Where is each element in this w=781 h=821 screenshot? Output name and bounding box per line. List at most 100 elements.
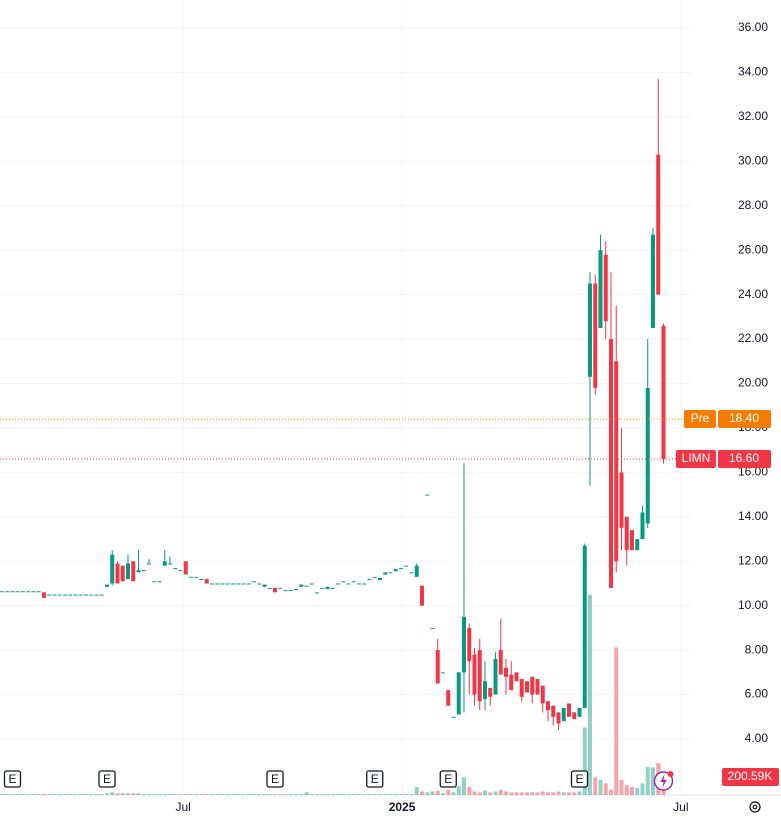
volume-bar: [104, 793, 109, 795]
candle-body: [314, 592, 319, 594]
y-tick-label: 12.00: [738, 553, 768, 567]
volume-bar: [299, 794, 304, 795]
candle-body: [645, 387, 650, 524]
gear-center[interactable]: [752, 804, 758, 810]
volume-bar: [288, 794, 293, 795]
y-tick-label: 16.00: [738, 465, 768, 479]
candle-body: [577, 707, 582, 717]
y-tick-label: 8.00: [745, 642, 769, 656]
volume-bar: [619, 779, 624, 795]
y-tick-label: 28.00: [738, 198, 768, 212]
volume-bar: [47, 794, 52, 795]
volume-bar: [598, 779, 603, 795]
event-label: E: [8, 772, 16, 786]
volume-bar: [157, 794, 162, 795]
gear-icon[interactable]: [749, 801, 761, 813]
y-tick-label: 32.00: [738, 109, 768, 123]
price-name: Pre: [691, 411, 710, 425]
flash-bolt: [660, 774, 667, 788]
candle-body: [73, 594, 78, 596]
volume-bar: [404, 794, 409, 795]
candle-body: [115, 563, 120, 584]
candle-body: [556, 712, 561, 724]
volume-bar: [393, 794, 398, 795]
flash-dot: [667, 771, 674, 777]
event-label: E: [271, 772, 279, 786]
candle-body: [99, 594, 104, 596]
candle-body: [635, 539, 640, 551]
volume-bar: [20, 794, 25, 795]
candle-body: [561, 707, 566, 722]
candle-body: [629, 530, 634, 551]
candle-body: [545, 701, 550, 711]
candle-body: [230, 583, 235, 585]
candle-body: [393, 569, 398, 572]
candle-body: [26, 591, 31, 593]
candle-body: [89, 594, 94, 596]
candle-body: [587, 283, 592, 377]
event-marker: [266, 770, 284, 788]
candle-body: [0, 591, 4, 593]
volume-bar: [587, 595, 592, 795]
candle-body: [288, 590, 293, 592]
volume-bar: [110, 792, 115, 795]
volume-bar: [566, 792, 571, 795]
volume-bar: [414, 787, 419, 795]
volume-bar: [26, 794, 31, 795]
volume-bar: [551, 792, 556, 795]
grid: [0, 0, 690, 795]
volume-bar: [89, 794, 94, 795]
candle-body: [608, 339, 613, 588]
candle-body: [614, 361, 619, 562]
candle-body: [267, 587, 272, 589]
volume-bar: [225, 794, 230, 795]
candle-body: [125, 563, 130, 580]
volume-bar: [593, 777, 598, 795]
volume-bar: [94, 794, 99, 795]
volume-bar: [73, 794, 78, 795]
volume-bar: [388, 794, 393, 795]
volume-bar: [209, 794, 214, 795]
volume-bar: [162, 794, 167, 795]
price-name: LIMN: [682, 451, 711, 465]
event-marker: [570, 770, 589, 788]
candle-body: [398, 567, 403, 569]
candle-body: [351, 581, 356, 583]
candle-body: [446, 690, 451, 706]
x-tick-label: Jul: [175, 800, 190, 814]
candle-body: [409, 572, 414, 574]
candle-body: [388, 572, 393, 574]
volume-bar: [236, 794, 241, 795]
candle-body: [83, 594, 88, 596]
price-label-box: [718, 450, 771, 469]
candle-body: [304, 585, 309, 587]
volume-bar: [335, 794, 340, 795]
candle-body: [404, 565, 409, 567]
volume-bar: [230, 794, 235, 795]
candle-body: [377, 577, 382, 581]
candle-body: [167, 563, 172, 565]
volume-bar: [503, 791, 508, 795]
candle-body: [20, 591, 25, 593]
volume-bar: [488, 792, 493, 795]
volume-bar: [278, 794, 283, 795]
settings-button[interactable]: [749, 801, 761, 813]
candle-body: [104, 584, 109, 587]
volume-bar: [341, 794, 346, 795]
candle-body: [299, 584, 304, 587]
candle-body: [131, 561, 136, 582]
candle-body: [514, 672, 519, 682]
candle-body: [204, 579, 209, 584]
candle-body: [251, 581, 256, 583]
candle-body: [440, 672, 445, 674]
candle-body: [362, 583, 367, 585]
candle-body: [5, 591, 10, 593]
volume-bar: [635, 787, 640, 795]
event-marker: [439, 770, 457, 788]
volume-bar: [524, 792, 529, 795]
volume-bar: [272, 794, 277, 795]
volume-bar: [167, 794, 172, 795]
volume-bar: [608, 789, 613, 795]
candle-body: [57, 594, 62, 596]
